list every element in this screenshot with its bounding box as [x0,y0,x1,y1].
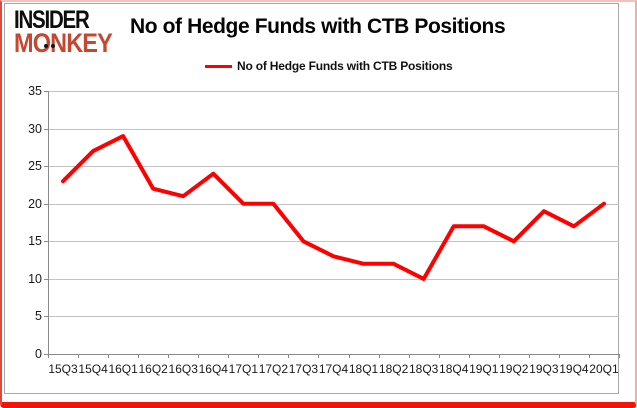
x-axis-category-label: 16Q4 [198,362,228,376]
y-axis-tick-label: 35 [28,84,42,98]
y-axis-tick-label: 25 [28,159,42,174]
chart-title: No of Hedge Funds with CTB Positions [130,15,506,38]
monkey-eye-icon [44,44,48,48]
y-axis-tick-label: 0 [35,347,42,361]
x-axis-category-label: 19Q2 [499,362,529,376]
x-axis-category-label: 15Q3 [48,362,78,376]
legend: No of Hedge Funds with CTB Positions [205,59,453,73]
y-axis-tick-label: 20 [28,196,42,211]
y-axis-tick-label: 30 [28,121,42,136]
x-axis-category-label: 15Q4 [78,362,108,376]
logo-monkey-text: MONKEY [14,28,113,58]
series-line [61,134,606,281]
y-axis-tick-label: 15 [28,234,42,249]
legend-line-swatch [205,64,232,68]
x-axis-category-label: 17Q4 [318,362,349,376]
x-axis-category-label: 16Q2 [138,362,168,376]
x-axis-category-label: 16Q3 [168,362,198,376]
logo-insider-text: INSIDER [14,6,90,34]
x-axis-category-label: 17Q3 [288,362,319,376]
x-axis-category-label: 18Q1 [348,362,379,376]
y-axis-tick-label: 5 [35,309,42,324]
x-axis-category-label: 17Q2 [258,362,289,376]
x-axis-category-label: 19Q3 [529,362,559,376]
insider-monkey-logo: INSIDER MONKEY [14,8,144,57]
x-axis-category-label: 16Q1 [108,362,138,376]
x-axis-category-label: 20Q1 [589,362,619,376]
x-axis-category-label: 18Q4 [439,362,469,376]
x-axis-category-label: 19Q1 [469,362,499,376]
monkey-eye-icon [51,44,55,48]
legend-label: No of Hedge Funds with CTB Positions [237,59,453,73]
x-axis-category-label: 19Q4 [559,362,589,376]
x-axis-category-label: 18Q2 [378,362,409,376]
y-axis-tick-label: 10 [28,271,42,286]
x-axis-category-label: 18Q3 [408,362,439,376]
x-axis-category-label: 17Q1 [228,362,258,376]
